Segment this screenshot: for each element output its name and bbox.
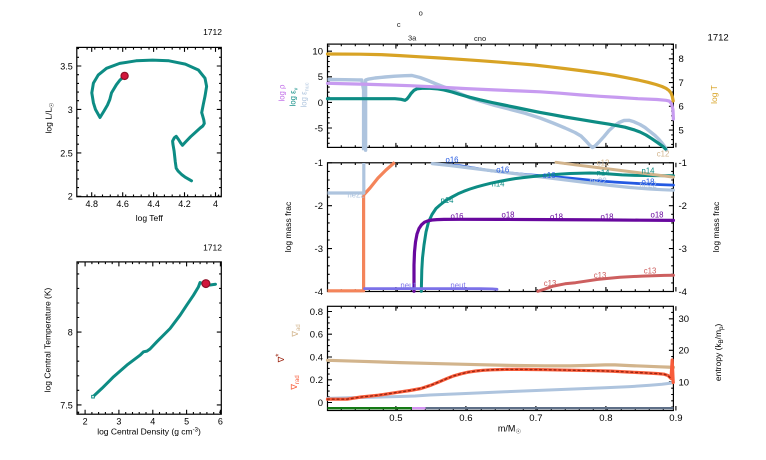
svg-text:o18: o18 <box>650 211 663 220</box>
svg-text:4.2: 4.2 <box>178 199 191 209</box>
svg-text:0: 0 <box>318 98 323 109</box>
svg-text:ne22: ne22 <box>639 181 656 190</box>
svg-text:5: 5 <box>318 72 323 83</box>
svg-text:3a: 3a <box>408 34 417 43</box>
svg-text:n14: n14 <box>491 179 505 188</box>
svg-text:o18: o18 <box>550 212 563 221</box>
svg-text:c12: c12 <box>657 150 670 159</box>
svg-text:0: 0 <box>318 398 323 409</box>
svg-text:log εν: log εν <box>289 87 300 106</box>
svg-text:1712: 1712 <box>708 32 729 43</box>
svg-text:0.4: 0.4 <box>310 352 323 363</box>
svg-text:∇*: ∇* <box>275 354 287 364</box>
svg-text:log Central Density (g cm-3): log Central Density (g cm-3) <box>97 427 201 437</box>
svg-text:log L/L☉: log L/L☉ <box>44 103 56 134</box>
svg-text:5: 5 <box>184 417 189 427</box>
svg-text:-4: -4 <box>315 287 323 298</box>
svg-text:4.6: 4.6 <box>116 199 129 209</box>
svg-text:-1: -1 <box>679 158 687 169</box>
svg-text:o16: o16 <box>496 166 509 175</box>
svg-text:-2: -2 <box>315 201 323 212</box>
svg-text:c12: c12 <box>597 159 610 168</box>
svg-text:cno: cno <box>474 34 486 43</box>
svg-text:0.5: 0.5 <box>389 413 402 424</box>
svg-text:8: 8 <box>679 54 684 65</box>
svg-text:10: 10 <box>679 377 690 388</box>
svg-text:log ρ: log ρ <box>278 84 287 102</box>
svg-text:n14: n14 <box>596 168 610 177</box>
svg-text:0.6: 0.6 <box>310 330 323 341</box>
svg-text:neut: neut <box>450 281 466 290</box>
svg-text:-1: -1 <box>315 158 323 169</box>
svg-text:o16: o16 <box>542 171 555 180</box>
svg-text:2.5: 2.5 <box>60 148 73 158</box>
svg-text:o18: o18 <box>600 212 613 221</box>
svg-text:c13: c13 <box>544 279 557 288</box>
svg-text:4.8: 4.8 <box>85 199 98 209</box>
svg-text:c: c <box>397 20 401 29</box>
svg-text:entropy (kB/mp): entropy (kB/mp) <box>713 324 725 382</box>
svg-text:o18: o18 <box>641 178 654 187</box>
svg-text:c13: c13 <box>644 267 657 276</box>
svg-text:o16: o16 <box>445 156 458 165</box>
svg-text:-2: -2 <box>679 201 687 212</box>
svg-text:n14: n14 <box>440 196 454 205</box>
svg-text:log Teff: log Teff <box>136 213 164 223</box>
svg-text:o18: o18 <box>501 211 514 220</box>
svg-text:6: 6 <box>218 417 223 427</box>
svg-text:log mass frac: log mass frac <box>711 201 721 252</box>
svg-text:0.8: 0.8 <box>599 413 612 424</box>
svg-text:6: 6 <box>679 102 684 113</box>
svg-text:8: 8 <box>68 328 73 338</box>
svg-text:ne22: ne22 <box>347 191 364 200</box>
svg-text:0.8: 0.8 <box>310 307 323 318</box>
svg-text:log mass frac: log mass frac <box>283 201 293 252</box>
svg-text:c13: c13 <box>594 271 607 280</box>
svg-text:2: 2 <box>83 417 88 427</box>
svg-text:-5: -5 <box>315 123 323 134</box>
svg-text:0.6: 0.6 <box>459 413 472 424</box>
svg-text:1712: 1712 <box>203 242 222 252</box>
svg-text:20: 20 <box>679 346 690 357</box>
svg-text:ne22: ne22 <box>589 177 606 186</box>
svg-text:4: 4 <box>213 199 218 209</box>
svg-text:o: o <box>419 9 423 18</box>
svg-text:o16: o16 <box>450 212 463 221</box>
svg-text:7.5: 7.5 <box>60 400 73 410</box>
svg-text:2: 2 <box>68 192 73 202</box>
svg-text:3.5: 3.5 <box>60 61 73 71</box>
svg-text:log εnuc: log εnuc <box>300 82 311 107</box>
svg-text:5: 5 <box>679 126 684 137</box>
svg-text:-3: -3 <box>679 244 687 255</box>
svg-text:3: 3 <box>68 105 73 115</box>
svg-text:4: 4 <box>150 417 155 427</box>
svg-text:3: 3 <box>116 417 121 427</box>
svg-text:1712: 1712 <box>203 27 222 37</box>
svg-text:7: 7 <box>679 78 684 89</box>
svg-text:10: 10 <box>312 47 323 58</box>
svg-text:-3: -3 <box>315 244 323 255</box>
svg-text:4.4: 4.4 <box>147 199 160 209</box>
svg-text:-4: -4 <box>679 287 687 298</box>
svg-text:log T: log T <box>709 85 719 104</box>
svg-text:n14: n14 <box>641 166 655 175</box>
svg-text:0.9: 0.9 <box>669 413 682 424</box>
svg-text:log Central Temperature (K): log Central Temperature (K) <box>42 287 52 392</box>
svg-text:30: 30 <box>679 314 690 325</box>
svg-text:0.2: 0.2 <box>310 375 323 386</box>
svg-text:0.7: 0.7 <box>529 413 542 424</box>
svg-text:neut: neut <box>400 281 416 290</box>
